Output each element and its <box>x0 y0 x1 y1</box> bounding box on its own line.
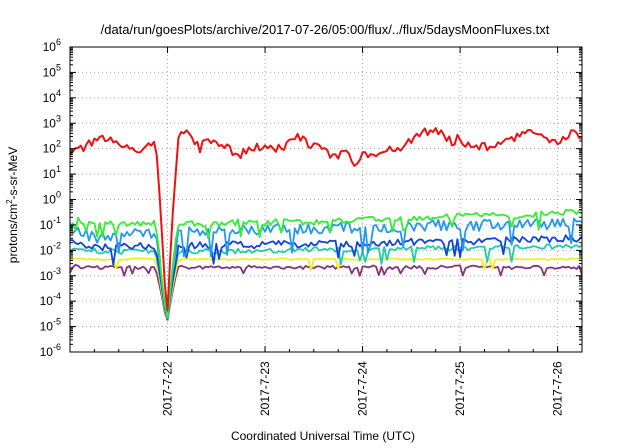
x-tick-label: 2017-7-24 <box>356 361 370 416</box>
y-tick-label: 105 <box>43 62 61 79</box>
x-tick-label: 2017-7-23 <box>258 361 272 416</box>
x-tick-label: 2017-7-26 <box>551 361 565 416</box>
y-tick-label: 10-4 <box>40 291 61 308</box>
y-axis-label: protons/cm2-s-sr-MeV <box>5 147 20 263</box>
series-line <box>70 234 582 320</box>
y-tick-label: 10-6 <box>40 342 61 359</box>
y-axis-label-prefix: protons/cm <box>6 204 20 263</box>
x-tick-label: 2017-7-22 <box>161 361 175 416</box>
y-tick-label: 10-3 <box>40 266 61 283</box>
series-line <box>70 264 582 322</box>
series-line <box>70 217 582 320</box>
series-line <box>70 257 582 321</box>
y-tick-label: 10-5 <box>40 317 61 334</box>
chart-title: /data/run/goesPlots/archive/2017-07-26/0… <box>101 22 550 37</box>
y-tick-label: 10-2 <box>40 240 61 257</box>
y-tick-label: 101 <box>43 164 61 181</box>
y-tick-label: 100 <box>43 190 61 207</box>
x-axis-label: Coordinated Universal Time (UTC) <box>231 429 415 443</box>
x-axis: 2017-7-22 2017-7-23 2017-7-24 2017-7-25 2017… <box>69 47 583 416</box>
y-tick-label: 106 <box>43 37 61 54</box>
y-tick-label: 10-1 <box>40 215 61 232</box>
y-tick-label: 104 <box>43 88 61 105</box>
series-line <box>70 127 582 312</box>
series-layer <box>70 127 582 322</box>
y-tick-label: 103 <box>43 113 61 130</box>
y-axis: 10-6 10-5 10-4 10-3 10-2 10-1 100 101 102 103 104 1… <box>40 37 582 359</box>
y-tick-label: 102 <box>43 139 61 156</box>
y-axis-label-superscript: 2 <box>5 199 14 204</box>
series-line <box>70 208 582 318</box>
series-line <box>70 243 582 321</box>
x-tick-label: 2017-7-25 <box>453 361 467 416</box>
y-axis-label-suffix: -s-sr-MeV <box>6 147 20 200</box>
